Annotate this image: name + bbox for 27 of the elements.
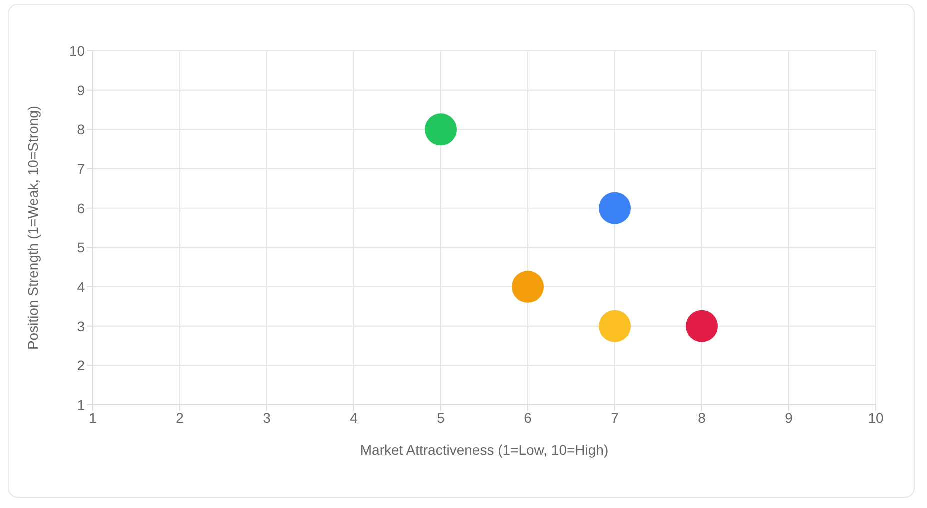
y-tick-label: 5 <box>77 240 86 256</box>
x-tick-label: 2 <box>176 410 184 426</box>
x-tick-label: 8 <box>698 410 706 426</box>
x-tick-label: 6 <box>524 410 532 426</box>
x-tick-label: 5 <box>437 410 446 426</box>
y-tick-label: 1 <box>77 396 86 413</box>
x-tick-label: 9 <box>785 410 794 426</box>
y-tick-label: 6 <box>77 200 86 216</box>
point <box>599 310 631 342</box>
y-tick-label: 8 <box>77 122 86 138</box>
point <box>512 271 544 303</box>
x-axis-title: Market Attractiveness (1=Low, 10=High) <box>360 442 609 458</box>
x-tick-label: 4 <box>350 410 358 426</box>
point <box>425 114 457 146</box>
y-axis-title: Position Strength (1=Weak, 10=Strong) <box>24 106 41 350</box>
point <box>686 310 718 342</box>
y-tick-label: 2 <box>77 358 86 374</box>
y-tick-label: 10 <box>69 42 86 59</box>
y-tick-label: 9 <box>77 82 86 98</box>
point <box>599 192 631 224</box>
y-tick-label: 3 <box>77 318 86 334</box>
x-tick-label: 1 <box>89 410 98 426</box>
x-tick-label: 3 <box>263 410 272 426</box>
y-tick-label: 7 <box>77 160 86 177</box>
x-tick-label: 7 <box>611 410 620 426</box>
y-tick-label: 4 <box>77 278 86 295</box>
x-tick-label: 10 <box>868 410 884 426</box>
